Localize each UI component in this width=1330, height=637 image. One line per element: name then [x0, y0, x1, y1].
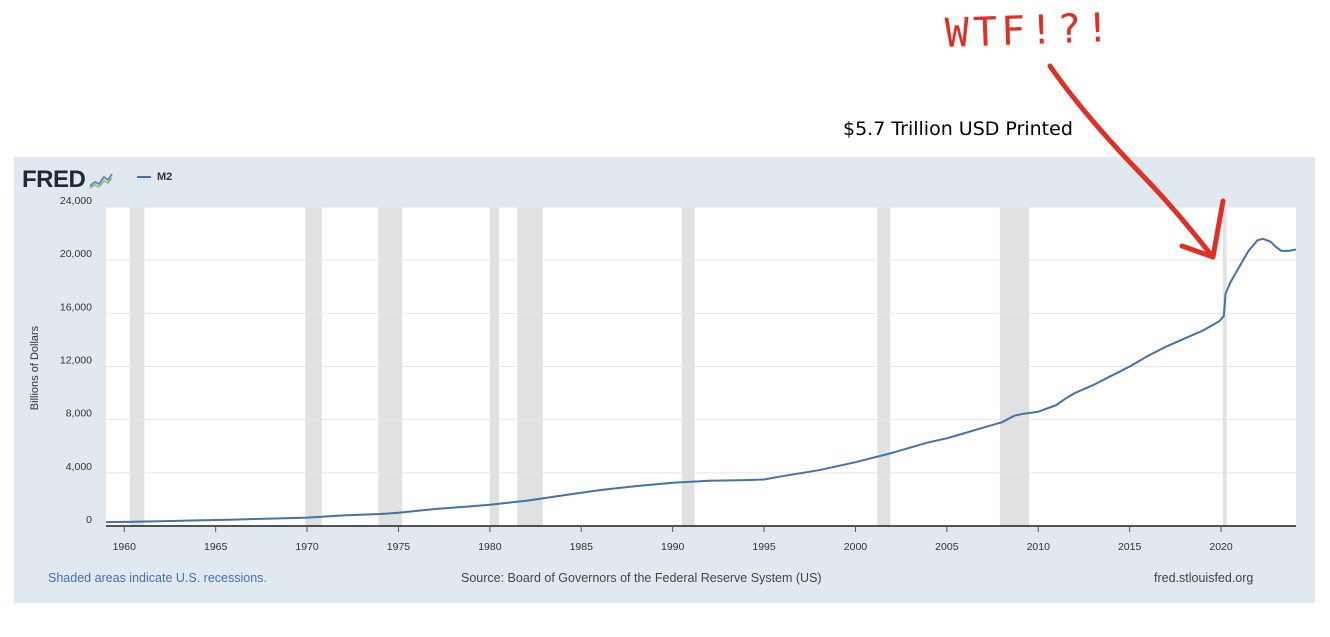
- recessions-note-link[interactable]: Shaded areas indicate U.S. recessions.: [48, 571, 267, 585]
- fred-logo-text: FRED: [22, 166, 86, 193]
- annotation-arrow-shaft: [1047, 63, 1215, 259]
- site-link[interactable]: fred.stlouisfed.org: [1154, 571, 1254, 585]
- x-tick-label: 2020: [1209, 541, 1233, 553]
- x-tick-label: 1960: [113, 541, 137, 553]
- legend-swatch: [137, 176, 151, 178]
- y-tick-label: 0: [86, 514, 92, 526]
- source-note: Source: Board of Governors of the Federa…: [461, 571, 822, 585]
- legend-label: M2: [157, 171, 173, 183]
- y-tick-label: 8,000: [66, 408, 92, 420]
- series-line-m2: [105, 237, 1297, 524]
- x-tick-label: 1975: [387, 541, 411, 553]
- fred-logo[interactable]: FRED: [22, 166, 114, 194]
- x-tick-label: 1980: [478, 541, 502, 553]
- y-tick-label: 20,000: [60, 248, 92, 260]
- x-tick-label: 1970: [295, 541, 319, 553]
- x-tick-label: 2005: [935, 541, 959, 553]
- y-axis-label: Billions of Dollars: [29, 325, 41, 410]
- y-tick-label: 12,000: [60, 355, 92, 367]
- x-tick-label: 1995: [752, 541, 776, 553]
- line-chart-icon: [89, 173, 114, 189]
- x-tick-label: 2000: [844, 541, 868, 553]
- x-tick-label: 1985: [570, 541, 594, 553]
- x-tick-label: 2015: [1118, 541, 1142, 553]
- y-tick-label: 4,000: [66, 461, 92, 473]
- y-tick-label: 24,000: [60, 195, 92, 207]
- y-tick-label: 16,000: [60, 301, 92, 313]
- x-tick-label: 1965: [204, 541, 228, 553]
- annotation-text: $5.7 Trillion USD Printed: [843, 118, 1073, 140]
- annotation-arrow-head: [1179, 198, 1226, 260]
- legend[interactable]: M2: [137, 171, 172, 183]
- x-tick-label: 2010: [1027, 541, 1051, 553]
- x-tick-label: 1990: [661, 541, 685, 553]
